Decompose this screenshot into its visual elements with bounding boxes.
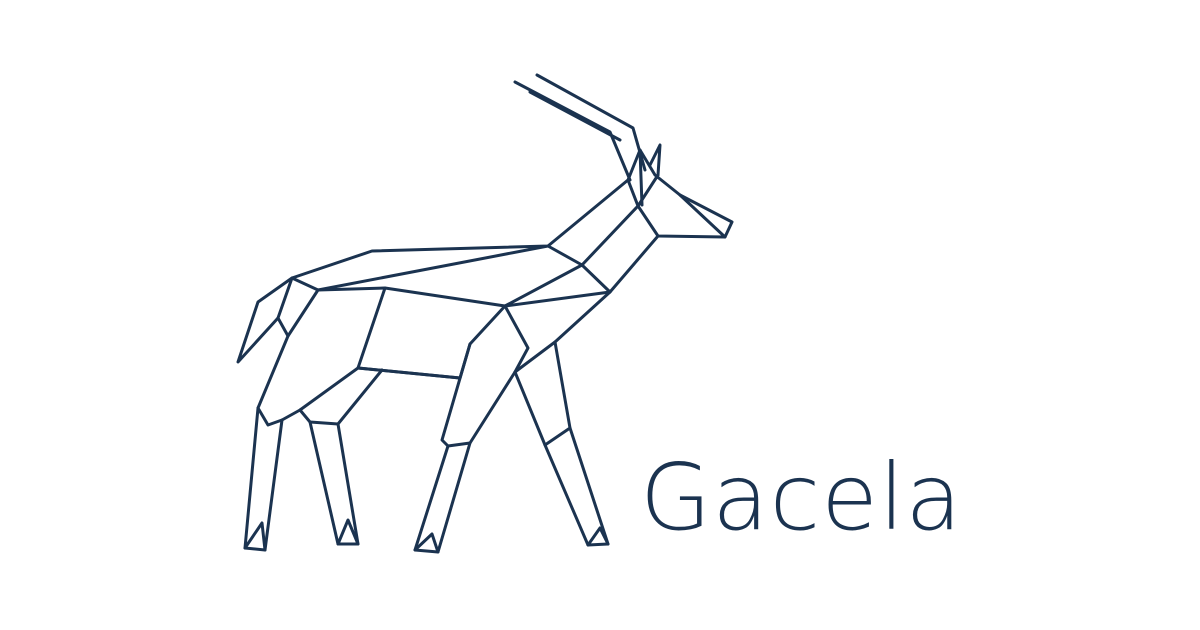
horn-front	[513, 80, 632, 182]
neck	[546, 178, 640, 267]
head	[626, 148, 734, 239]
brand-wordmark: Gacela	[640, 444, 963, 551]
tail	[236, 276, 294, 364]
rear-leg-front	[298, 368, 384, 426]
back	[290, 244, 550, 292]
ear	[648, 143, 662, 177]
rear-leg-back	[256, 288, 360, 427]
